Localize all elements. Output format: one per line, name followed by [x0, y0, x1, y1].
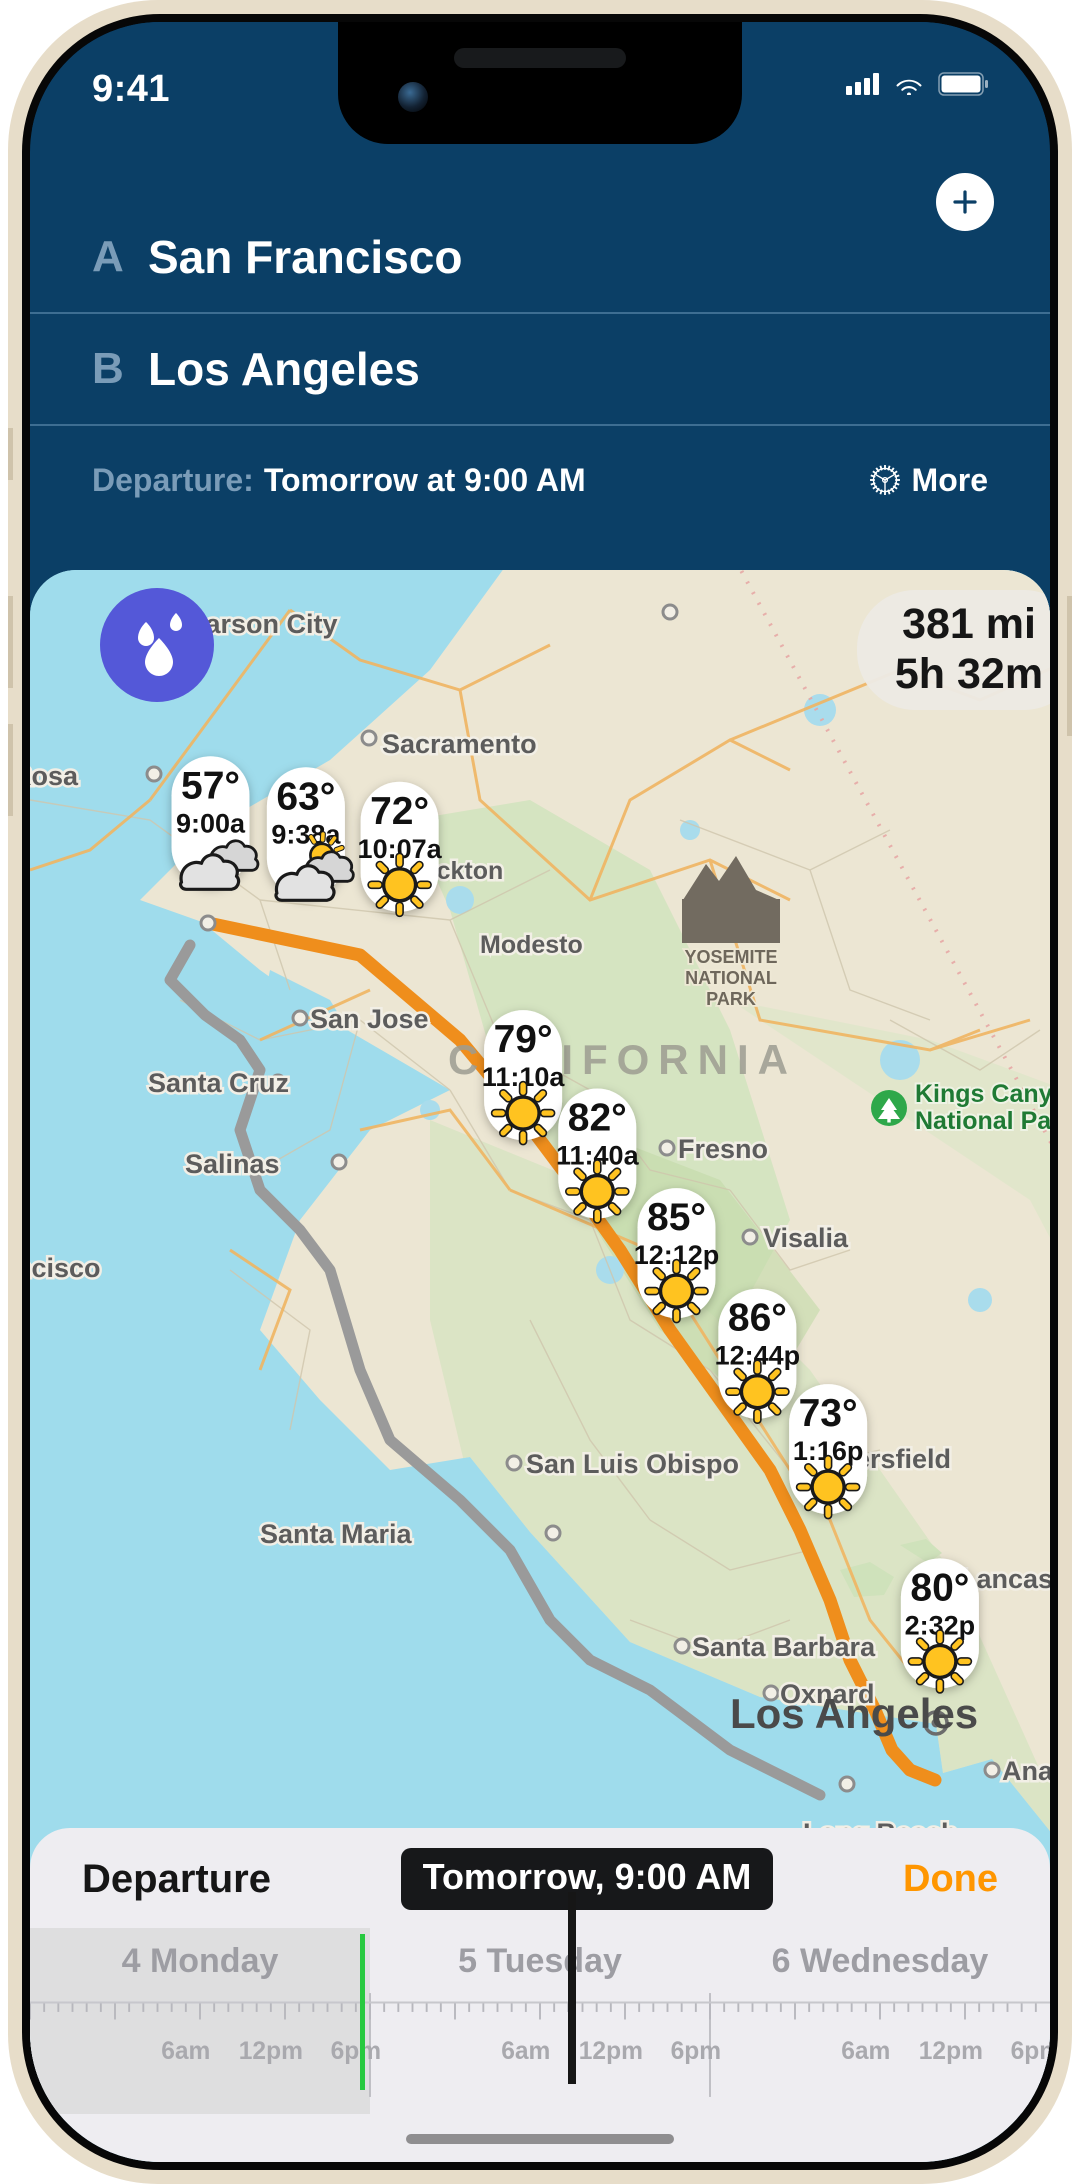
- svg-text:9:00a: 9:00a: [176, 808, 246, 838]
- svg-text:63°: 63°: [276, 775, 335, 818]
- svg-text:381 mi: 381 mi: [902, 600, 1036, 648]
- svg-text:72°: 72°: [370, 790, 429, 833]
- svg-text:Ana: Ana: [1002, 1756, 1050, 1786]
- svg-text:80°: 80°: [910, 1566, 969, 1609]
- svg-text:79°: 79°: [494, 1018, 553, 1061]
- svg-text:ersfield: ersfield: [855, 1444, 951, 1474]
- svg-text:12pm: 12pm: [239, 2038, 303, 2065]
- svg-text:6am: 6am: [501, 2038, 550, 2065]
- svg-text:Santa Barbara: Santa Barbara: [692, 1632, 876, 1662]
- svg-text:6am: 6am: [841, 2038, 890, 2065]
- svg-text:ancisco: ancisco: [30, 1253, 101, 1283]
- svg-text:National Park: National Park: [915, 1107, 1050, 1135]
- svg-text:Kings Canyon: Kings Canyon: [915, 1080, 1050, 1108]
- svg-text:82°: 82°: [568, 1097, 627, 1140]
- svg-text:12pm: 12pm: [919, 2038, 983, 2065]
- svg-text:Modesto: Modesto: [480, 931, 583, 959]
- svg-text:57°: 57°: [181, 764, 240, 807]
- svg-text:6am: 6am: [161, 2038, 210, 2065]
- svg-text:12pm: 12pm: [579, 2038, 643, 2065]
- svg-text:San Luis Obispo: San Luis Obispo: [526, 1449, 739, 1479]
- svg-text:PARK: PARK: [706, 989, 756, 1009]
- svg-text:Salinas: Salinas: [185, 1149, 280, 1179]
- svg-text:6pm: 6pm: [671, 2038, 721, 2065]
- svg-text:Los Angeles: Los Angeles: [730, 1690, 978, 1737]
- svg-text:NATIONAL: NATIONAL: [685, 968, 777, 988]
- svg-text:Visalia: Visalia: [763, 1223, 849, 1253]
- svg-text:6pm: 6pm: [331, 2038, 381, 2065]
- svg-text:73°: 73°: [799, 1392, 858, 1435]
- svg-text:YOSEMITE: YOSEMITE: [684, 947, 777, 967]
- svg-text:Fresno: Fresno: [678, 1134, 768, 1164]
- svg-text:San Jose: San Jose: [310, 1004, 429, 1034]
- svg-text:5h 32m: 5h 32m: [895, 650, 1043, 698]
- svg-text:85°: 85°: [647, 1196, 706, 1239]
- svg-text:Santa Maria: Santa Maria: [260, 1519, 413, 1549]
- svg-text:Rosa: Rosa: [30, 761, 79, 791]
- svg-text:6pm: 6pm: [1011, 2038, 1050, 2065]
- svg-text:86°: 86°: [728, 1297, 787, 1340]
- svg-text:Santa Cruz: Santa Cruz: [148, 1068, 289, 1098]
- svg-text:Sacramento: Sacramento: [382, 729, 537, 759]
